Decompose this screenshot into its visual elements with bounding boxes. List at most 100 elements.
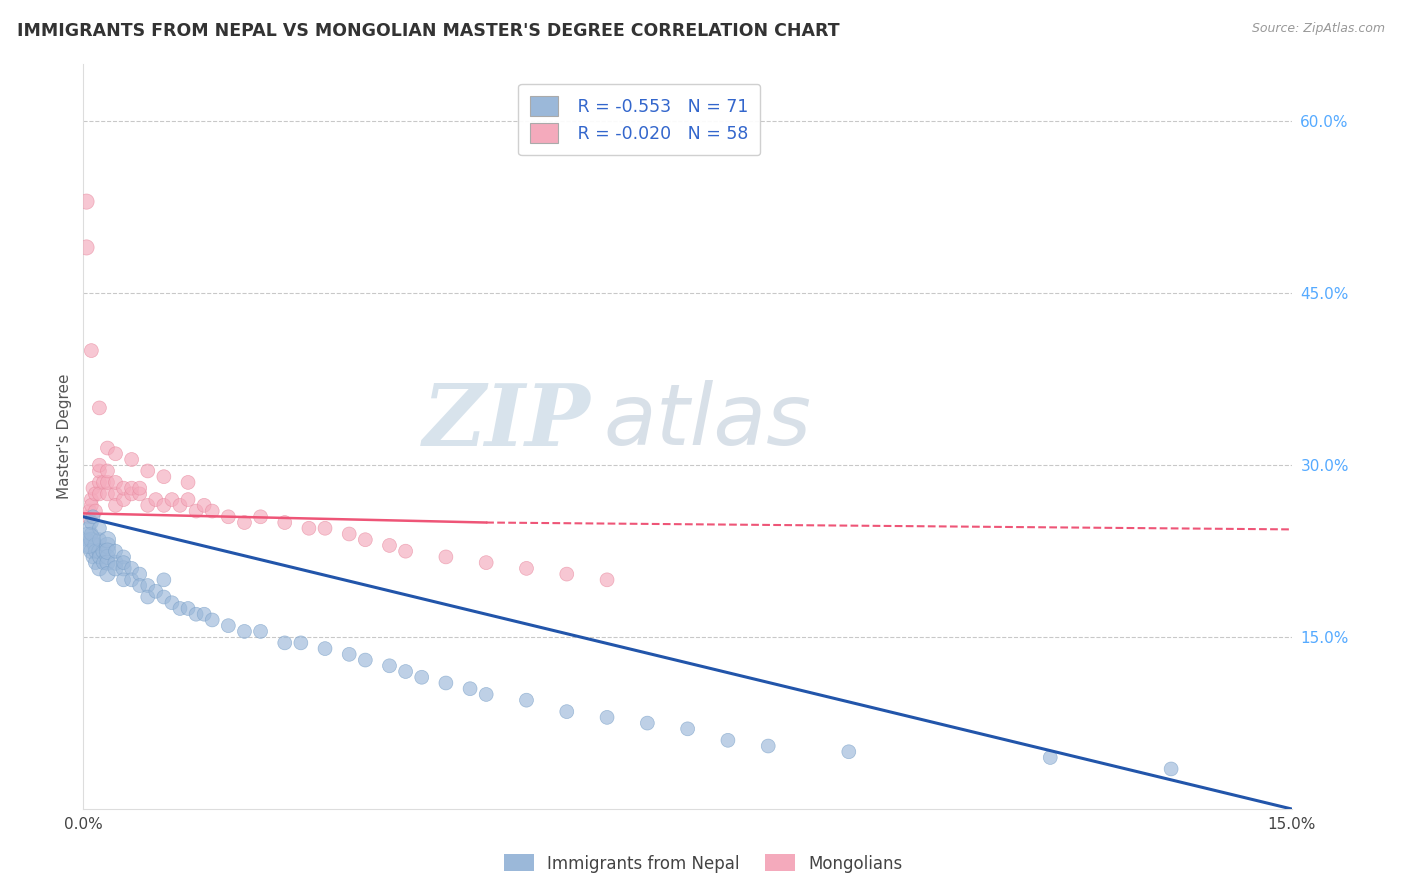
Point <box>458 681 481 696</box>
Point <box>89 561 111 575</box>
Point <box>676 722 699 736</box>
Point <box>93 556 115 570</box>
Point <box>515 693 537 707</box>
Point <box>153 469 176 483</box>
Point <box>596 710 619 724</box>
Point <box>104 447 127 461</box>
Point <box>515 561 537 575</box>
Point <box>93 544 115 558</box>
Point <box>80 533 103 547</box>
Point <box>337 648 360 662</box>
Text: Source: ZipAtlas.com: Source: ZipAtlas.com <box>1251 22 1385 36</box>
Point <box>314 641 336 656</box>
Point <box>314 521 336 535</box>
Point <box>112 573 135 587</box>
Point <box>77 509 100 524</box>
Point <box>160 492 183 507</box>
Point <box>82 549 104 564</box>
Point <box>1039 750 1062 764</box>
Point <box>184 607 207 622</box>
Point <box>76 533 98 547</box>
Legend: Immigrants from Nepal, Mongolians: Immigrants from Nepal, Mongolians <box>498 847 908 880</box>
Point <box>153 499 176 513</box>
Point <box>434 549 457 564</box>
Point <box>217 618 239 632</box>
Point <box>596 573 619 587</box>
Point <box>193 499 215 513</box>
Point <box>96 533 118 547</box>
Point <box>136 464 159 478</box>
Point <box>298 521 321 535</box>
Point <box>96 556 118 570</box>
Point <box>84 504 107 518</box>
Point <box>80 527 103 541</box>
Point <box>89 521 111 535</box>
Point <box>233 624 256 639</box>
Point <box>177 601 200 615</box>
Point <box>80 343 103 358</box>
Point <box>434 676 457 690</box>
Legend:  R = -0.553   N = 71,  R = -0.020   N = 58: R = -0.553 N = 71, R = -0.020 N = 58 <box>519 84 761 155</box>
Point <box>76 240 98 254</box>
Point <box>169 499 191 513</box>
Point <box>89 549 111 564</box>
Point <box>128 578 150 592</box>
Point <box>354 533 377 547</box>
Point <box>112 549 135 564</box>
Point <box>121 481 143 495</box>
Point <box>84 538 107 552</box>
Point <box>104 475 127 490</box>
Point <box>93 475 115 490</box>
Point <box>84 544 107 558</box>
Point <box>84 556 107 570</box>
Point <box>475 688 498 702</box>
Point <box>104 561 127 575</box>
Point <box>128 567 150 582</box>
Point <box>177 475 200 490</box>
Point <box>145 584 167 599</box>
Point <box>77 521 100 535</box>
Point <box>76 194 98 209</box>
Point <box>80 516 103 530</box>
Point <box>89 487 111 501</box>
Point <box>756 739 779 753</box>
Point <box>274 636 297 650</box>
Point <box>96 487 118 501</box>
Point <box>169 601 191 615</box>
Point <box>160 596 183 610</box>
Point <box>96 538 118 552</box>
Point <box>96 464 118 478</box>
Point <box>121 452 143 467</box>
Point <box>89 533 111 547</box>
Point <box>89 464 111 478</box>
Point <box>354 653 377 667</box>
Point <box>121 487 143 501</box>
Point <box>636 716 658 731</box>
Point <box>1160 762 1182 776</box>
Point <box>249 509 271 524</box>
Point <box>84 487 107 501</box>
Point <box>217 509 239 524</box>
Point <box>717 733 740 747</box>
Point <box>96 567 118 582</box>
Point <box>555 567 578 582</box>
Point <box>201 504 224 518</box>
Point <box>233 516 256 530</box>
Point <box>121 573 143 587</box>
Point <box>89 475 111 490</box>
Point <box>136 499 159 513</box>
Point <box>121 561 143 575</box>
Point <box>378 538 401 552</box>
Point <box>201 613 224 627</box>
Y-axis label: Master's Degree: Master's Degree <box>58 374 72 500</box>
Point <box>145 492 167 507</box>
Point <box>80 544 103 558</box>
Point <box>96 549 118 564</box>
Point <box>89 458 111 473</box>
Point <box>378 658 401 673</box>
Point <box>76 538 98 552</box>
Point <box>128 487 150 501</box>
Point <box>80 499 103 513</box>
Point <box>89 401 111 415</box>
Point <box>104 487 127 501</box>
